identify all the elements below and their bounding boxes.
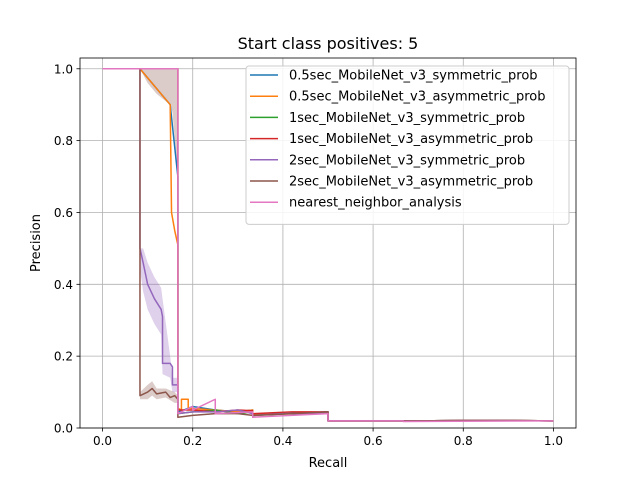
x-tick-label: 0.8	[454, 434, 473, 448]
confidence-band	[139, 381, 178, 403]
x-tick-label: 0.0	[93, 434, 112, 448]
y-axis-label: Precision	[29, 214, 44, 272]
x-axis-ticks: 0.0 0.2 0.4 0.6 0.8 1.0	[93, 428, 563, 448]
y-tick-label: 0.8	[54, 134, 73, 148]
y-tick-label: 0.4	[54, 278, 73, 292]
y-tick-label: 0.0	[54, 422, 73, 436]
series-lines	[102, 68, 554, 423]
confidence-band	[139, 68, 178, 177]
confidence-bands	[139, 68, 178, 403]
plot-frame	[79, 57, 577, 429]
y-tick-label: 1.0	[54, 62, 73, 76]
y-tick-label: 0.6	[54, 206, 73, 220]
legend-entry-label: nearest_neighbor_analysis	[289, 196, 462, 211]
legend: 0.5sec_MobileNet_v3_symmetric_prob 0.5sec…	[245, 65, 570, 225]
series-line	[102, 68, 554, 423]
y-axis-ticks: 0.0 0.2 0.4 0.6 0.8 1.0	[54, 62, 80, 436]
chart-title: Start class positives: 5	[238, 34, 419, 53]
legend-entry-label: 2sec_MobileNet_v3_asymmetric_prob	[289, 175, 533, 190]
y-tick-label: 0.2	[54, 350, 73, 364]
legend-entry-label: 1sec_MobileNet_v3_asymmetric_prob	[289, 132, 533, 147]
x-axis-label: Recall	[309, 456, 348, 471]
x-tick-label: 1.0	[544, 434, 563, 448]
confidence-band	[139, 248, 178, 393]
x-tick-label: 0.2	[183, 434, 202, 448]
legend-entry-label: 0.5sec_MobileNet_v3_symmetric_prob	[289, 69, 538, 84]
x-tick-label: 0.6	[364, 434, 383, 448]
legend-entry-label: 2sec_MobileNet_v3_symmetric_prob	[289, 153, 525, 168]
legend-entry-label: 0.5sec_MobileNet_v3_asymmetric_prob	[289, 90, 546, 105]
legend-box	[245, 65, 570, 225]
x-tick-label: 0.4	[273, 434, 292, 448]
legend-entry-label: 1sec_MobileNet_v3_symmetric_prob	[289, 111, 525, 126]
